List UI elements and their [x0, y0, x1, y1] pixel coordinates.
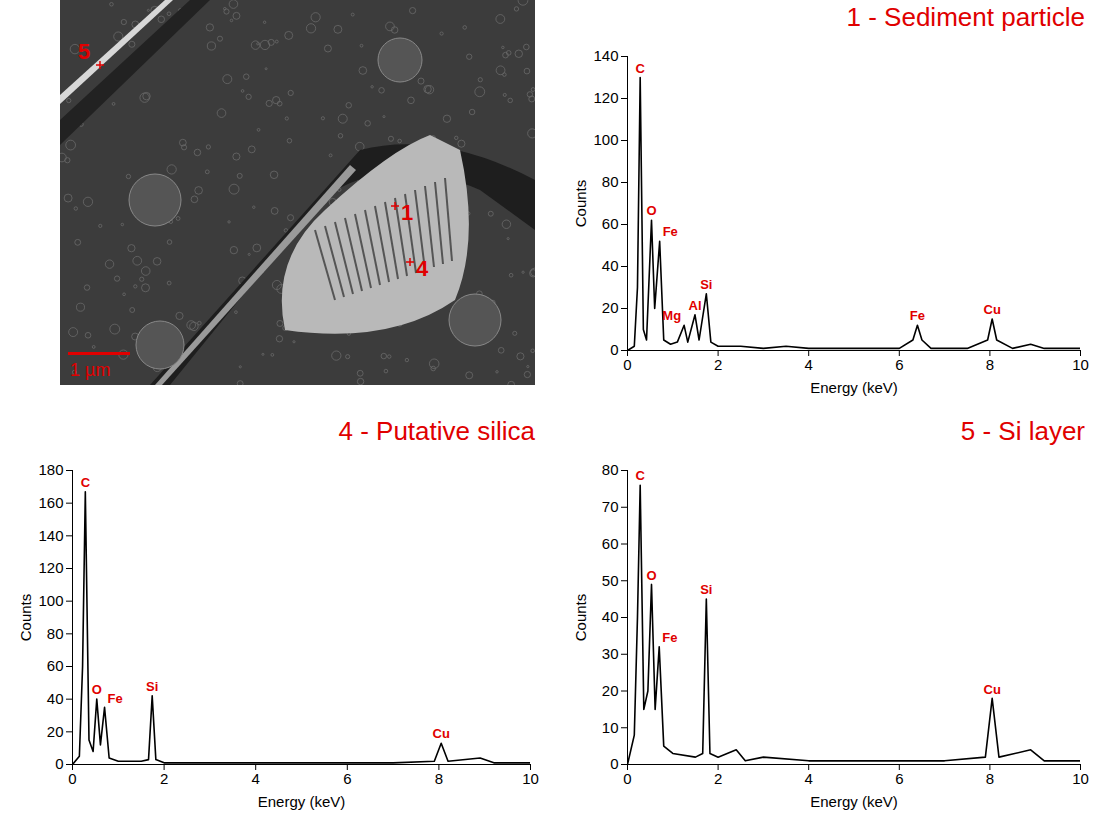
- svg-text:8: 8: [986, 770, 994, 787]
- svg-text:10: 10: [602, 719, 619, 736]
- svg-text:Counts: Counts: [572, 180, 589, 228]
- svg-text:Cu: Cu: [983, 682, 1000, 697]
- svg-text:4: 4: [805, 356, 813, 373]
- svg-text:Fe: Fe: [662, 630, 677, 645]
- svg-text:0: 0: [610, 341, 618, 358]
- svg-text:100: 100: [38, 592, 63, 609]
- svg-text:4: 4: [252, 770, 260, 787]
- svg-text:C: C: [81, 475, 91, 490]
- svg-text:180: 180: [38, 461, 63, 478]
- svg-text:Cu: Cu: [433, 726, 450, 741]
- svg-text:0: 0: [55, 755, 63, 772]
- svg-text:0: 0: [610, 755, 618, 772]
- svg-text:C: C: [635, 468, 645, 483]
- svg-text:80: 80: [47, 625, 64, 642]
- svg-text:O: O: [92, 682, 102, 697]
- svg-text:Al: Al: [688, 298, 701, 313]
- html-text:5 - Si layer: 5 - Si layer: [960, 416, 1085, 446]
- html-text:4 - Putative silica: 4 - Putative silica: [338, 416, 535, 446]
- svg-text:10: 10: [1072, 770, 1089, 787]
- svg-text:40: 40: [602, 257, 619, 274]
- svg-text:2: 2: [160, 770, 168, 787]
- svg-text:160: 160: [38, 494, 63, 511]
- svg-text:8: 8: [986, 356, 994, 373]
- svg-text:Energy (keV): Energy (keV): [810, 379, 898, 396]
- svg-text:Energy (keV): Energy (keV): [258, 793, 346, 810]
- svg-text:1: 1: [401, 200, 413, 225]
- svg-text:120: 120: [38, 559, 63, 576]
- svg-text:80: 80: [602, 173, 619, 190]
- svg-text:Fe: Fe: [663, 224, 678, 239]
- svg-text:6: 6: [895, 770, 903, 787]
- svg-text:30: 30: [602, 645, 619, 662]
- svg-text:0: 0: [623, 770, 631, 787]
- svg-text:120: 120: [593, 89, 618, 106]
- svg-text:80: 80: [602, 461, 619, 478]
- svg-text:Si: Si: [700, 582, 712, 597]
- svg-text:O: O: [646, 568, 656, 583]
- svg-text:100: 100: [593, 131, 618, 148]
- svg-text:4: 4: [805, 770, 813, 787]
- svg-text:Fe: Fe: [910, 308, 925, 323]
- svg-text:4: 4: [416, 256, 429, 281]
- svg-text:8: 8: [435, 770, 443, 787]
- svg-text:40: 40: [47, 690, 64, 707]
- svg-text:10: 10: [1072, 356, 1089, 373]
- svg-text:60: 60: [602, 215, 619, 232]
- svg-text:Counts: Counts: [572, 594, 589, 642]
- svg-text:20: 20: [602, 682, 619, 699]
- svg-text:6: 6: [895, 356, 903, 373]
- svg-text:Counts: Counts: [17, 594, 34, 642]
- svg-text:2: 2: [714, 356, 722, 373]
- svg-text:Fe: Fe: [108, 690, 123, 705]
- svg-text:10: 10: [522, 770, 539, 787]
- svg-text:0: 0: [68, 770, 76, 787]
- svg-text:Si: Si: [700, 277, 712, 292]
- svg-text:70: 70: [602, 498, 619, 515]
- svg-text:0: 0: [623, 356, 631, 373]
- svg-text:1 µm: 1 µm: [70, 360, 110, 380]
- svg-text:60: 60: [47, 657, 64, 674]
- svg-text:6: 6: [343, 770, 351, 787]
- svg-text:60: 60: [602, 535, 619, 552]
- html-text:1 - Sediment particle: 1 - Sediment particle: [846, 2, 1085, 32]
- svg-text:20: 20: [602, 299, 619, 316]
- svg-text:20: 20: [47, 723, 64, 740]
- svg-text:C: C: [635, 61, 645, 76]
- svg-text:O: O: [646, 203, 656, 218]
- svg-text:Mg: Mg: [662, 308, 681, 323]
- svg-text:140: 140: [593, 47, 618, 64]
- svg-text:Cu: Cu: [983, 302, 1000, 317]
- svg-text:2: 2: [714, 770, 722, 787]
- svg-text:140: 140: [38, 527, 63, 544]
- svg-text:Si: Si: [146, 679, 158, 694]
- svg-text:40: 40: [602, 608, 619, 625]
- svg-text:50: 50: [602, 572, 619, 589]
- svg-text:5: 5: [78, 39, 90, 64]
- svg-text:Energy (keV): Energy (keV): [810, 793, 898, 810]
